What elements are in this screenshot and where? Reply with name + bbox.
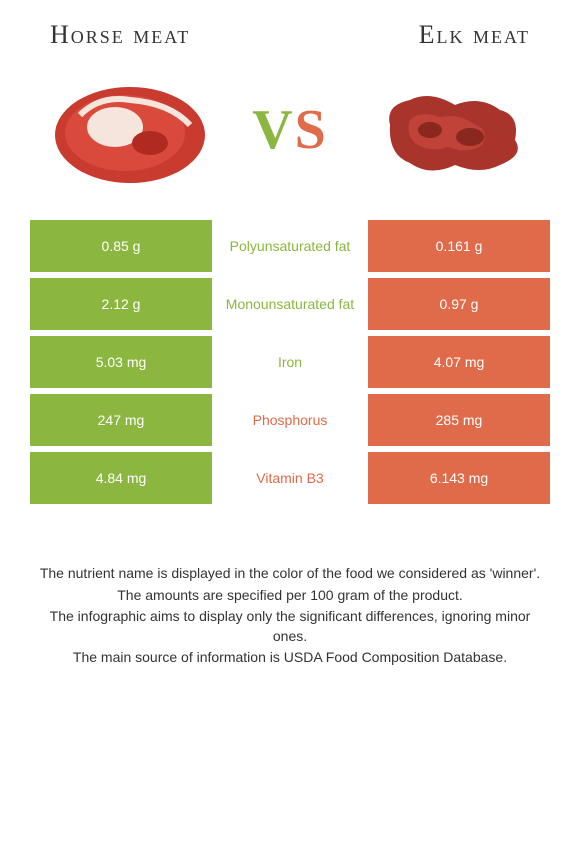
nutrient-label-cell: Iron bbox=[212, 336, 368, 388]
nutrient-row: 247 mgPhosphorus285 mg bbox=[30, 394, 550, 446]
right-food-title: Elk meat bbox=[419, 20, 530, 50]
nutrient-label-cell: Polyunsaturated fat bbox=[212, 220, 368, 272]
left-value-cell: 2.12 g bbox=[30, 278, 212, 330]
left-value-cell: 0.85 g bbox=[30, 220, 212, 272]
footer-line-4: The main source of information is USDA F… bbox=[35, 648, 545, 668]
left-value-cell: 4.84 mg bbox=[30, 452, 212, 504]
elk-meat-image bbox=[360, 65, 540, 195]
footer-line-3: The infographic aims to display only the… bbox=[35, 607, 545, 646]
right-value-cell: 6.143 mg bbox=[368, 452, 550, 504]
horse-meat-image bbox=[40, 65, 220, 195]
nutrient-label-cell: Monounsaturated fat bbox=[212, 278, 368, 330]
footer-notes: The nutrient name is displayed in the co… bbox=[20, 564, 560, 668]
vs-label: VS bbox=[252, 98, 328, 162]
vs-s-letter: S bbox=[295, 99, 328, 161]
left-value-cell: 247 mg bbox=[30, 394, 212, 446]
header-row: Horse meat Elk meat bbox=[20, 20, 560, 50]
nutrient-row: 0.85 gPolyunsaturated fat0.161 g bbox=[30, 220, 550, 272]
left-food-title: Horse meat bbox=[50, 20, 190, 50]
right-value-cell: 0.97 g bbox=[368, 278, 550, 330]
nutrient-label-cell: Phosphorus bbox=[212, 394, 368, 446]
nutrient-row: 2.12 gMonounsaturated fat0.97 g bbox=[30, 278, 550, 330]
right-value-cell: 0.161 g bbox=[368, 220, 550, 272]
footer-line-2: The amounts are specified per 100 gram o… bbox=[35, 586, 545, 606]
comparison-images-row: VS bbox=[20, 65, 560, 195]
nutrient-table: 0.85 gPolyunsaturated fat0.161 g 2.12 gMo… bbox=[20, 220, 560, 504]
nutrient-row: 5.03 mgIron4.07 mg bbox=[30, 336, 550, 388]
nutrient-label-cell: Vitamin B3 bbox=[212, 452, 368, 504]
right-value-cell: 4.07 mg bbox=[368, 336, 550, 388]
footer-line-1: The nutrient name is displayed in the co… bbox=[35, 564, 545, 584]
right-value-cell: 285 mg bbox=[368, 394, 550, 446]
left-value-cell: 5.03 mg bbox=[30, 336, 212, 388]
vs-v-letter: V bbox=[252, 99, 294, 161]
nutrient-row: 4.84 mgVitamin B36.143 mg bbox=[30, 452, 550, 504]
